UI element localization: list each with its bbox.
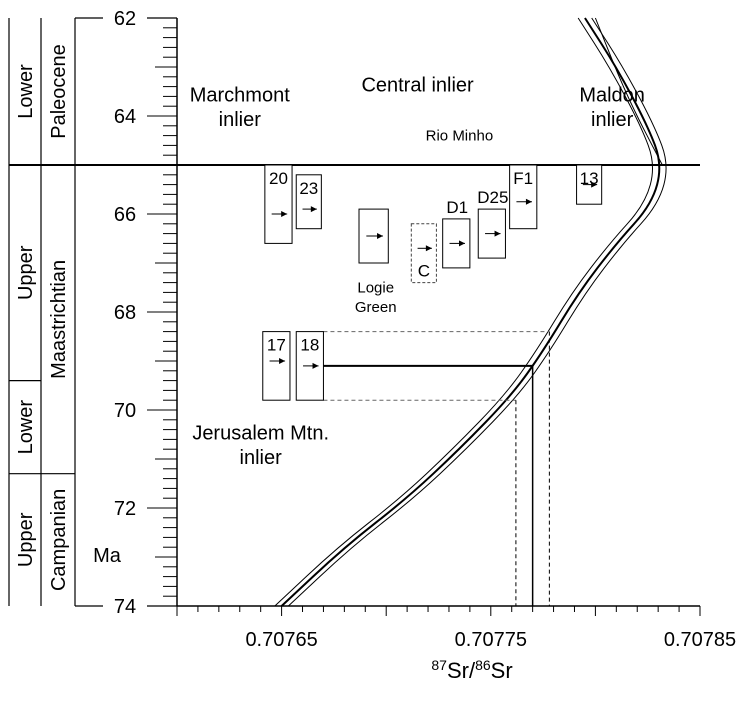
y-tick-label-bg: [103, 496, 147, 520]
y-tick-label: 68: [114, 302, 136, 324]
sample-rect: [295, 174, 322, 230]
strat-stage-label: Paleocene: [48, 44, 70, 139]
x-tick-label: 0.70785: [664, 629, 736, 651]
sample-box-20: 20: [264, 164, 293, 244]
inlier-label: inlier: [219, 109, 262, 131]
curve-upper-branch: [594, 17, 663, 166]
y-tick-label-bg: [103, 594, 147, 618]
sample-box-17: 17: [262, 331, 291, 401]
curve-lower-envelope: [274, 17, 653, 607]
sample-rect: [410, 223, 437, 284]
y-tick-label: 62: [114, 8, 136, 30]
sample-box-logie-green: [358, 208, 389, 264]
sample-label: C: [418, 262, 430, 281]
inlier-label: Green: [355, 299, 397, 316]
sample-rect: [509, 164, 538, 230]
sample-arrow-head: [310, 206, 317, 213]
sample-label: 20: [269, 169, 288, 188]
strat-sublabel: Upper: [15, 512, 37, 567]
sample-arrow-head: [458, 240, 465, 247]
y-axis: 62 64 66 68 70 72 74: [75, 6, 178, 618]
inlier-label: Rio Minho: [426, 128, 494, 145]
inlier-label: Marchmont: [190, 84, 290, 106]
sample-arrow-head: [494, 230, 501, 237]
inlier-label: Logie: [357, 279, 394, 296]
inlier-labels: Marchmont inlier Central inlier Rio Minho Ma…: [190, 75, 645, 469]
y-tick-label-bg: [103, 202, 147, 226]
strat-stage-label: Maastrichtian: [48, 260, 70, 379]
y-tick-label-bg: [103, 6, 147, 30]
y-tick-label-bg: [103, 300, 147, 324]
sample-arrow-head: [312, 362, 319, 369]
strat-sublabel: Lower: [15, 400, 37, 455]
strat-sublabel: Lower: [15, 64, 37, 119]
sample-box-D1: D1: [442, 198, 471, 269]
x-tick-label: 0.70765: [245, 629, 317, 651]
sample-box-F1: F1: [509, 164, 538, 230]
x-axis-title-superscript: 87: [431, 657, 447, 673]
sample-box-D25: D25: [477, 188, 508, 259]
y-tick-label: 64: [114, 106, 136, 128]
inlier-label: inlier: [240, 447, 283, 469]
sample-box-13: 13: [576, 164, 603, 205]
x-tick-label: 0.70775: [455, 629, 527, 651]
curve-mean: [280, 17, 661, 607]
x-axis-title-part: Sr/: [447, 658, 476, 683]
sample-label: 23: [299, 179, 318, 198]
sample-box-18: 18: [295, 331, 324, 401]
x-axis: 0.70765 0.70775 0.70785: [176, 605, 736, 651]
x-axis-title: 87Sr/86Sr: [431, 657, 512, 683]
x-axis-title-superscript: 86: [475, 657, 491, 673]
age-lookup-lines: [323, 331, 550, 606]
curve-upper-envelope: [288, 17, 667, 607]
inlier-label: inlier: [591, 109, 634, 131]
sample-rect: [264, 164, 293, 244]
inlier-label: Maldon: [579, 84, 645, 106]
y-tick-label: 70: [114, 400, 136, 422]
sample-boxes: 20 23 C D1 D25 F1 13 17 18: [262, 164, 603, 401]
sample-rect: [262, 331, 291, 401]
sample-label: 13: [580, 169, 599, 188]
inlier-label: Jerusalem Mtn.: [192, 422, 329, 444]
sample-label: 18: [300, 336, 319, 355]
inlier-label: Central inlier: [361, 75, 474, 97]
sample-box-23: 23: [295, 174, 322, 230]
sample-arrow-head: [377, 233, 384, 240]
sample-arrow-head: [525, 198, 532, 205]
x-axis-title-part: Sr: [491, 658, 513, 683]
sample-label: F1: [513, 169, 533, 188]
y-tick-label: 66: [114, 204, 136, 226]
y-tick-label-bg: [103, 104, 147, 128]
sample-arrow-head: [281, 211, 288, 217]
sample-box-C: C: [410, 223, 437, 284]
sample-arrow-head: [279, 358, 286, 364]
strat-stage-label: Campanian: [48, 489, 70, 591]
stratigraphy-column: Lower Paleocene Upper Maastrichtian Lower Upp…: [8, 18, 76, 606]
sample-arrow-head: [591, 181, 598, 188]
y-tick-label: 72: [114, 498, 136, 520]
sample-arrow-head: [425, 245, 432, 252]
y-tick-label: 74: [114, 596, 136, 618]
strat-sublabel: Upper: [15, 245, 37, 300]
sample-label: D1: [446, 198, 468, 217]
sample-label: 17: [267, 336, 286, 355]
sample-label: D25: [477, 188, 508, 207]
y-unit-label: Ma: [93, 545, 122, 567]
y-tick-label-bg: [103, 398, 147, 422]
strontium-curve: [274, 17, 667, 607]
